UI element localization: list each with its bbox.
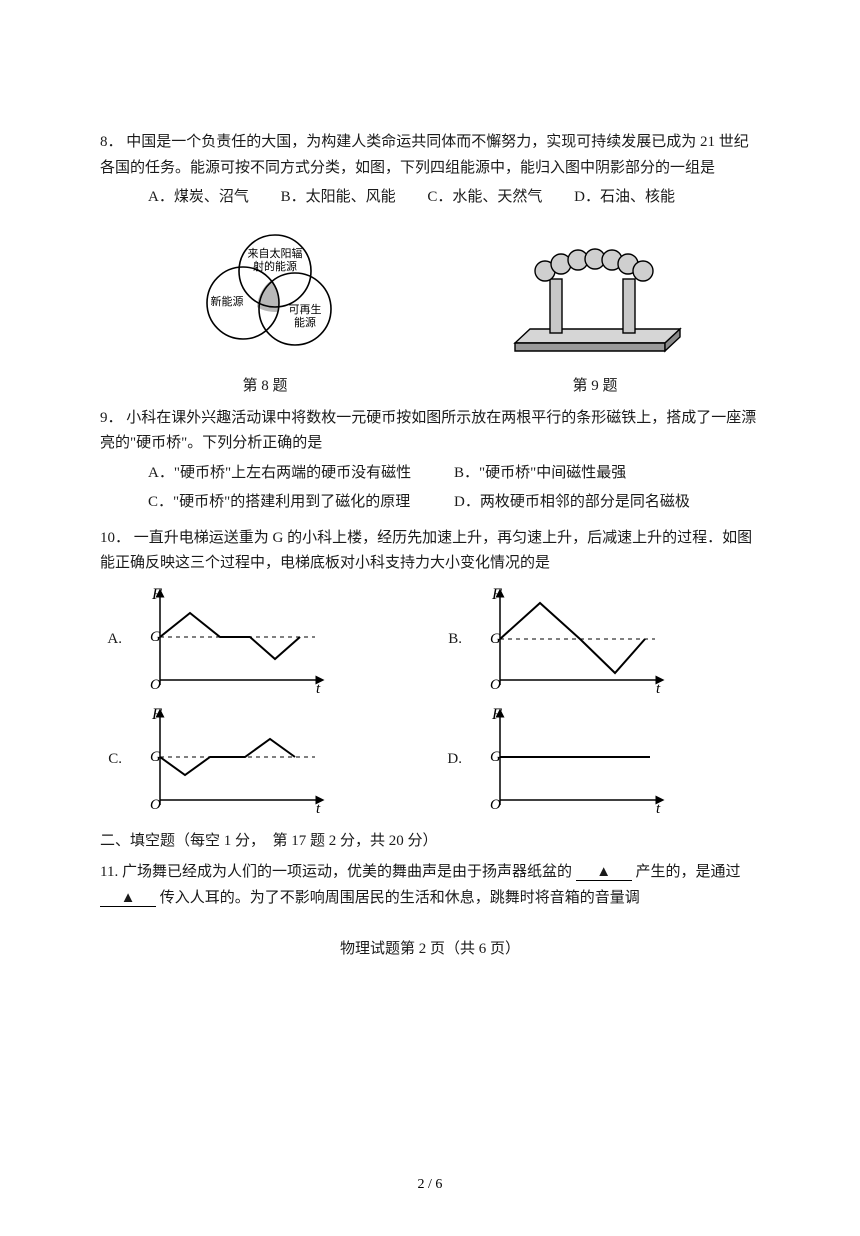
question-8: 8． 中国是一个负责任的大国，为构建人类命运共同体而不懈努力，实现可持续发展已成…: [100, 130, 760, 211]
axis-t: t: [656, 801, 661, 815]
graph-label-d: D.: [440, 747, 462, 773]
option-b: B．太阳能、风能: [281, 185, 396, 211]
axis-g: G: [150, 629, 161, 645]
graph-label-c: C.: [100, 747, 122, 773]
figure-caption-8: 第 8 题: [165, 374, 365, 400]
axis-g: G: [150, 749, 161, 765]
axis-t: t: [316, 801, 321, 815]
option-d: D．石油、核能: [574, 185, 675, 211]
axis-t: t: [316, 681, 321, 695]
venn-label-1b: 射的能源: [253, 259, 297, 273]
question-number: 9．: [100, 410, 123, 426]
question-number: 8．: [100, 134, 123, 150]
page-number: 2 / 6: [100, 1173, 760, 1197]
q11-text-1: 广场舞已经成为人们的一项运动，优美的舞曲声是由于扬声器纸盆的: [122, 864, 572, 880]
axis-o: O: [490, 797, 501, 813]
option-d: D．两枚硬币相邻的部分是同名磁极: [454, 490, 760, 516]
venn-label-3b: 能源: [294, 315, 316, 329]
axis-g: G: [490, 749, 501, 765]
graph-label-b: B.: [440, 627, 462, 653]
axis-o: O: [150, 677, 161, 693]
question-number: 10．: [100, 530, 130, 546]
option-a: A．煤炭、沼气: [148, 185, 249, 211]
option-c: C．水能、天然气: [427, 185, 542, 211]
graph-b-cell: B. F G O t: [440, 585, 760, 695]
axis-f: F: [491, 706, 502, 723]
graph-a: F G O t: [130, 585, 330, 695]
graph-d: F G O t: [470, 705, 670, 815]
question-9: 9． 小科在课外兴趣活动课中将数枚一元硬币按如图所示放在两根平行的条形磁铁上，搭…: [100, 406, 760, 516]
graph-b: F G O t: [470, 585, 670, 695]
options-grid: A．"硬币桥"上左右两端的硬币没有磁性 B．"硬币桥"中间磁性最强 C．"硬币桥…: [100, 461, 760, 516]
axis-f: F: [151, 706, 162, 723]
axis-o: O: [490, 677, 501, 693]
axis-g: G: [490, 631, 501, 647]
venn-label-3a: 可再生: [289, 302, 322, 316]
axis-t: t: [656, 681, 661, 695]
venn-diagram: 来自太阳辐 射的能源 新能源 可再生 能源: [165, 221, 365, 361]
options-row: A．煤炭、沼气 B．太阳能、风能 C．水能、天然气 D．石油、核能: [100, 185, 760, 211]
question-11: 11. 广场舞已经成为人们的一项运动，优美的舞曲声是由于扬声器纸盆的 ▲ 产生的…: [100, 860, 760, 911]
question-text: 中国是一个负责任的大国，为构建人类命运共同体而不懈努力，实现可持续发展已成为 2…: [100, 134, 749, 176]
coin-bridge-diagram: [495, 231, 695, 361]
page-footer: 物理试题第 2 页（共 6 页）: [100, 937, 760, 963]
graph-label-a: A.: [100, 627, 122, 653]
question-text: 小科在课外兴趣活动课中将数枚一元硬币按如图所示放在两根平行的条形磁铁上，搭成了一…: [100, 410, 756, 452]
option-c: C．"硬币桥"的搭建利用到了磁化的原理: [148, 490, 454, 516]
option-a: A．"硬币桥"上左右两端的硬币没有磁性: [148, 461, 454, 487]
axis-o: O: [150, 797, 161, 813]
figure-caption-9: 第 9 题: [495, 374, 695, 400]
blank-2: ▲: [100, 891, 156, 907]
question-text: 一直升电梯运送重为 G 的小科上楼，经历先加速上升，再匀速上升，后减速上升的过程…: [100, 530, 752, 572]
axis-f: F: [151, 586, 162, 603]
question-10: 10． 一直升电梯运送重为 G 的小科上楼，经历先加速上升，再匀速上升，后减速上…: [100, 526, 760, 577]
graph-d-cell: D. F G O t: [440, 705, 760, 815]
graph-c-cell: C. F G O t: [100, 705, 420, 815]
option-b: B．"硬币桥"中间磁性最强: [454, 461, 760, 487]
figure-row: 来自太阳辐 射的能源 新能源 可再生 能源 第 8 题: [100, 221, 760, 400]
blank-1: ▲: [576, 865, 632, 881]
axis-f: F: [491, 586, 502, 603]
graph-a-cell: A. F G O t: [100, 585, 420, 695]
section-2-heading: 二、填空题（每空 1 分， 第 17 题 2 分，共 20 分）: [100, 829, 760, 855]
graphs-grid: A. F G O t B. F G O: [100, 585, 760, 815]
question-number: 11.: [100, 864, 118, 880]
figure-q8: 来自太阳辐 射的能源 新能源 可再生 能源 第 8 题: [165, 221, 365, 400]
q11-text-2: 产生的，是通过: [635, 864, 740, 880]
q11-text-3: 传入人耳的。为了不影响周围居民的生活和休息，跳舞时将音箱的音量调: [160, 890, 640, 906]
venn-label-1: 来自太阳辐: [248, 246, 303, 260]
graph-c: F G O t: [130, 705, 330, 815]
venn-label-2: 新能源: [211, 294, 244, 308]
figure-q9: 第 9 题: [495, 231, 695, 400]
